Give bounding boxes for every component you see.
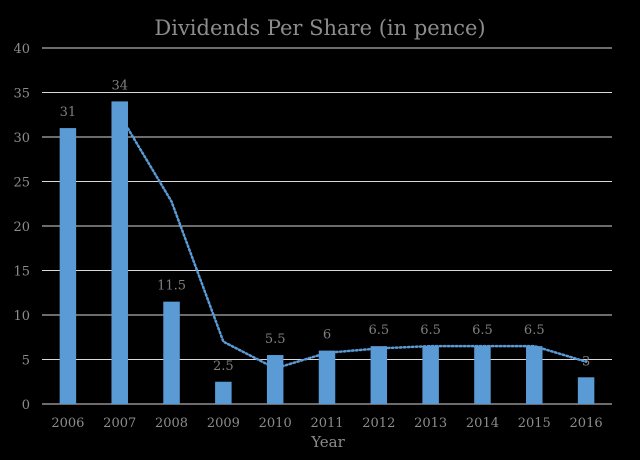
data-label-2007: 34 [111, 78, 128, 93]
data-label-2008: 11.5 [157, 279, 186, 294]
trendline-group [118, 113, 588, 370]
y-tick-label: 40 [13, 42, 30, 57]
y-tick-label: 30 [13, 131, 30, 146]
bar-2006 [59, 128, 77, 404]
x-tick-label-2010: 2010 [259, 416, 292, 431]
data-label-2011: 6 [323, 328, 331, 343]
x-tick-label-2008: 2008 [155, 416, 188, 431]
trendline [118, 113, 588, 370]
y-tick-label: 15 [13, 265, 30, 280]
chart-title: Dividends Per Share (in pence) [154, 16, 485, 40]
bar-2015 [526, 346, 543, 404]
data-label-2014: 6.5 [472, 323, 493, 338]
y-tick-label: 25 [13, 176, 30, 191]
data-labels: 31 34 11.5 2.5 5.5 6 6.5 6.5 6.5 6.5 3 [60, 78, 591, 373]
bar-2013 [422, 346, 439, 404]
x-tick-label-2014: 2014 [466, 416, 499, 431]
bar-2012 [370, 346, 388, 404]
y-tick-label: 10 [13, 309, 30, 324]
data-label-2013: 6.5 [420, 323, 441, 338]
bar-2009 [215, 381, 232, 404]
x-axis-ticks: 2006 2007 2008 2009 2010 2011 2012 2013 2014 2015… [51, 416, 602, 431]
x-tick-label-2012: 2012 [362, 416, 395, 431]
data-label-2012: 6.5 [368, 323, 389, 338]
data-label-2010: 5.5 [265, 332, 286, 347]
bar-2007 [111, 101, 128, 405]
x-axis-label: Year [310, 433, 345, 451]
x-tick-label-2009: 2009 [207, 416, 240, 431]
y-axis-ticks: 0 5 10 15 20 25 30 35 40 [13, 42, 30, 413]
bar-2014 [474, 346, 491, 404]
x-tick-label-2006: 2006 [51, 416, 84, 431]
data-label-2006: 31 [60, 105, 77, 120]
data-label-2016: 3 [582, 354, 590, 369]
x-tick-label-2007: 2007 [103, 416, 136, 431]
gridlines [42, 47, 612, 405]
bars [59, 101, 595, 405]
x-tick-label-2016: 2016 [570, 416, 603, 431]
bar-2010 [266, 355, 284, 404]
data-label-2009: 2.5 [213, 359, 234, 374]
y-tick-label: 20 [13, 220, 30, 235]
y-tick-label: 5 [22, 354, 30, 369]
x-tick-label-2013: 2013 [414, 416, 447, 431]
y-tick-label: 35 [13, 87, 30, 102]
bar-2016 [577, 377, 595, 404]
x-tick-label-2015: 2015 [518, 416, 551, 431]
bar-2011 [318, 350, 336, 404]
y-tick-label: 0 [22, 398, 30, 413]
x-tick-label-2011: 2011 [310, 416, 343, 431]
data-label-2015: 6.5 [524, 323, 545, 338]
bar-2008 [163, 301, 180, 404]
